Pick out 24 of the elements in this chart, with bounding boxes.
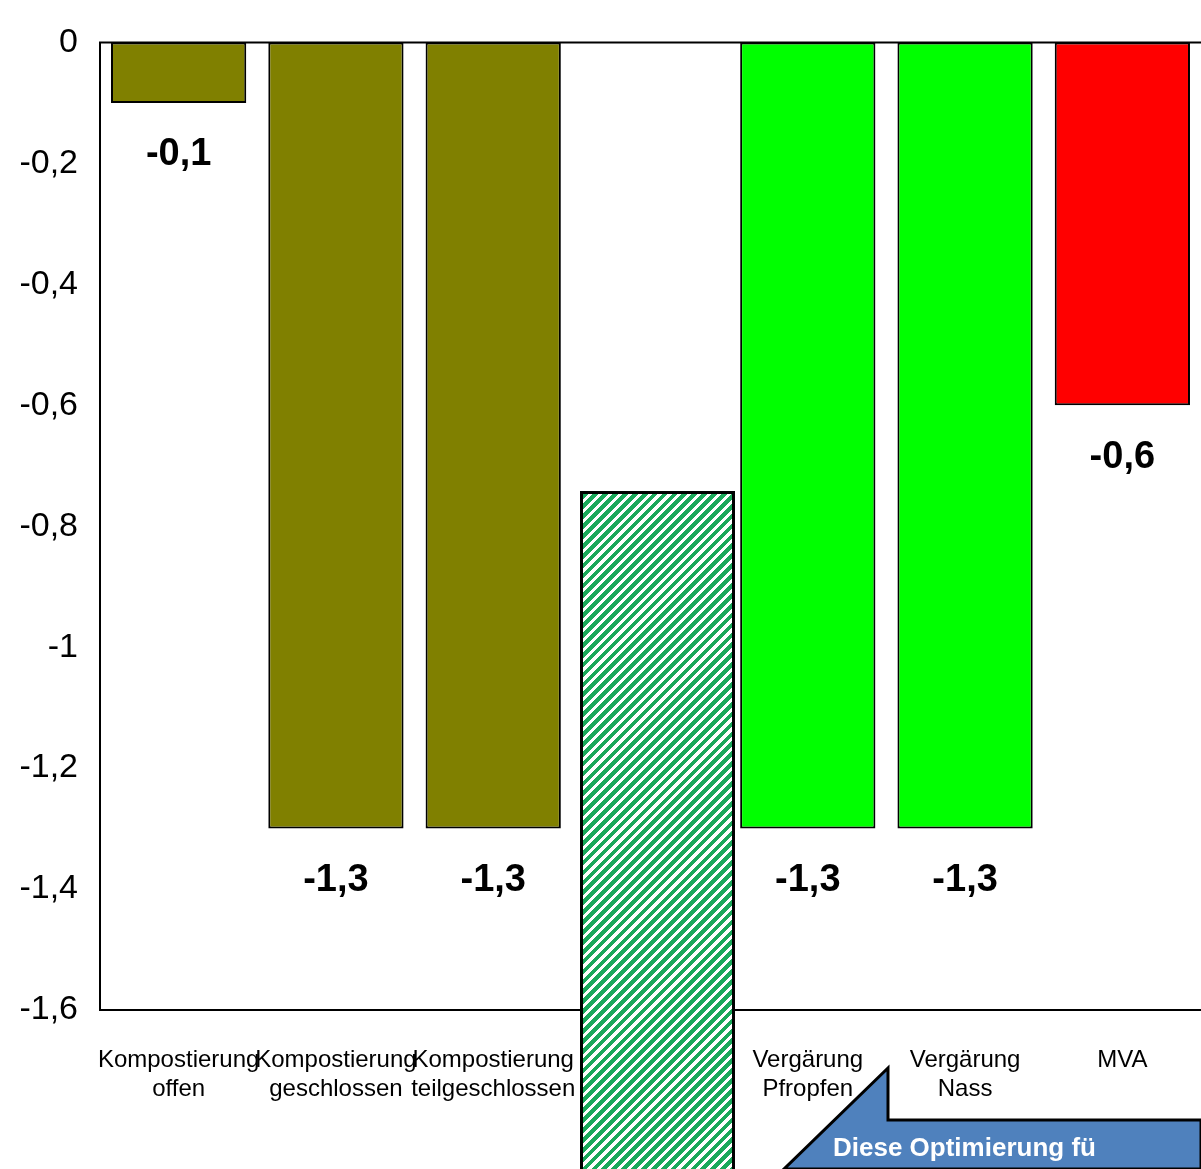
y-tick-label: -1,2 bbox=[19, 746, 78, 785]
data-label: -1,3 bbox=[775, 857, 841, 900]
data-label: -1,3 bbox=[460, 857, 526, 900]
category-label: Vergärung bbox=[909, 1045, 1021, 1073]
category-label: Nass bbox=[937, 1073, 993, 1101]
category-label: MVA bbox=[1097, 1045, 1148, 1073]
data-label: -0,1 bbox=[145, 131, 212, 174]
category-label: geschlossen bbox=[269, 1073, 403, 1101]
category-label: Vergärung bbox=[752, 1045, 864, 1073]
y-tick-label: -1 bbox=[47, 625, 78, 664]
category-label: Pfropfen bbox=[762, 1073, 854, 1101]
y-tick-label: -1,4 bbox=[19, 867, 78, 906]
data-label: -1,3 bbox=[932, 857, 998, 900]
y-tick-label: 0 bbox=[59, 20, 78, 59]
y-tick-label: -1,6 bbox=[19, 988, 78, 1027]
category-label: teilgeschlossen bbox=[411, 1073, 576, 1101]
data-label: -1,3 bbox=[303, 857, 369, 900]
data-label: -0,6 bbox=[1089, 433, 1156, 476]
y-tick-label: -0,2 bbox=[19, 141, 78, 180]
y-tick-label: -0,8 bbox=[19, 504, 78, 543]
text: Diese Optimierung fü bbox=[833, 1132, 1096, 1163]
category-label: offen bbox=[152, 1073, 206, 1101]
y-tick-label: -0,6 bbox=[19, 383, 78, 422]
y-tick-label: -0,4 bbox=[19, 262, 78, 301]
